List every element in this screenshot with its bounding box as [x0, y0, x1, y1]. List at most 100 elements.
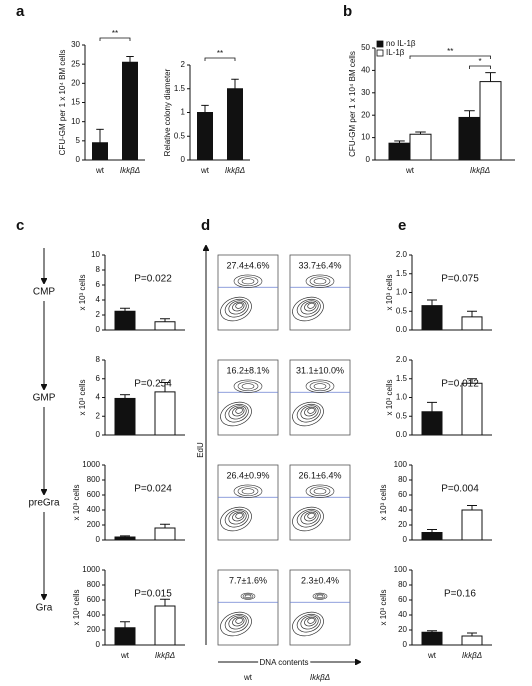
- flow-plot: [217, 359, 279, 436]
- column-label: wt: [243, 673, 253, 682]
- contour: [224, 298, 249, 318]
- y-tick-label: 2: [181, 60, 186, 69]
- contour: [240, 592, 256, 600]
- y-tick-label: 80: [398, 580, 407, 589]
- y-tick-label: 1: [181, 108, 186, 117]
- y-tick-label: 4: [96, 295, 101, 304]
- contour: [220, 401, 252, 427]
- contour: [292, 296, 324, 322]
- significance-bracket: [204, 57, 236, 61]
- p-value: P=0.254: [134, 379, 172, 390]
- bar: [197, 112, 213, 161]
- y-tick-label: 400: [87, 505, 101, 514]
- x-tick-label: wt: [405, 166, 415, 175]
- y-tick-label: 1000: [82, 565, 100, 574]
- y-tick-label: 400: [87, 610, 101, 619]
- contour: [304, 406, 317, 417]
- x-tick-label: wt: [120, 651, 130, 660]
- y-tick-label: 30: [361, 88, 370, 97]
- y-tick-label: 5: [76, 136, 81, 145]
- y-tick-label: 600: [87, 490, 101, 499]
- contour: [296, 508, 321, 528]
- y-tick-label: 600: [87, 595, 101, 604]
- y-tick-label: 0.5: [396, 411, 408, 420]
- bar: [114, 627, 136, 646]
- contour: [313, 383, 327, 390]
- percentage: 26.1±6.4%: [299, 470, 342, 480]
- contour: [237, 276, 259, 287]
- x-tick-label: wt: [200, 166, 210, 175]
- y-tick-label: 20: [398, 520, 407, 529]
- y-tick-label: 0: [181, 155, 186, 164]
- contour: [242, 593, 254, 599]
- flow-plot: [289, 464, 351, 541]
- bar: [461, 316, 483, 331]
- x-tick-label: wt: [95, 166, 105, 175]
- percentage: 7.7±1.6%: [229, 575, 267, 585]
- significance-bracket: [99, 37, 131, 41]
- contour: [228, 615, 247, 630]
- y-tick-label: 10: [91, 250, 100, 259]
- contour: [237, 486, 259, 497]
- y-tick-label: 8: [96, 355, 101, 364]
- y-tick-label: 0.5: [396, 306, 408, 315]
- contour: [296, 403, 321, 423]
- contour: [228, 510, 247, 525]
- panel-label: e: [398, 217, 406, 234]
- y-axis-label: Relative colony diameter: [163, 68, 172, 156]
- y-tick-label: 0: [366, 155, 371, 164]
- significance-label: **: [447, 47, 453, 56]
- contour: [307, 302, 315, 309]
- y-tick-label: 0: [403, 640, 408, 649]
- y-tick-label: 10: [361, 133, 370, 142]
- contour: [313, 278, 327, 285]
- bar: [421, 631, 443, 646]
- percentage: 26.4±0.9%: [227, 470, 270, 480]
- y-tick-label: 0: [403, 535, 408, 544]
- y-tick-label: 0: [76, 155, 81, 164]
- y-tick-label: 0.0: [396, 430, 408, 439]
- contour: [228, 300, 247, 315]
- y-axis-label: CFU-GM per 1 x 10⁴ BM cells: [348, 51, 357, 157]
- contour: [300, 405, 319, 420]
- contour: [305, 484, 335, 498]
- y-axis-label: x 10³ cells: [385, 379, 394, 415]
- bar: [461, 382, 483, 436]
- bar: [154, 605, 176, 646]
- y-tick-label: 60: [398, 490, 407, 499]
- contour: [220, 611, 252, 637]
- y-tick-label: 15: [71, 98, 80, 107]
- bar: [154, 527, 176, 541]
- p-value: P=0.075: [441, 274, 479, 285]
- flow-plot: [217, 464, 279, 541]
- bar: [421, 411, 443, 436]
- bar: [114, 397, 136, 436]
- stage-label: CMP: [33, 287, 56, 298]
- contour: [235, 302, 243, 309]
- contour: [233, 484, 263, 498]
- contour: [232, 301, 245, 312]
- flow-plot: [217, 254, 279, 331]
- panel-label: d: [201, 217, 210, 234]
- y-tick-label: 50: [361, 43, 370, 52]
- contour: [307, 512, 315, 519]
- y-tick-label: 2: [96, 411, 101, 420]
- y-tick-label: 40: [398, 610, 407, 619]
- x-tick-label: IkkβΔ: [470, 166, 490, 175]
- contour: [305, 274, 335, 288]
- contour: [296, 298, 321, 318]
- flow-y-label: EdU: [196, 442, 205, 458]
- contour: [220, 506, 252, 532]
- bar: [461, 509, 483, 541]
- contour: [305, 379, 335, 393]
- significance-label: **: [217, 49, 223, 58]
- y-axis-label: x 10³ cells: [379, 589, 388, 625]
- y-tick-label: 8: [96, 265, 101, 274]
- bar: [154, 321, 176, 331]
- y-tick-label: 0: [96, 325, 101, 334]
- contour: [309, 381, 331, 392]
- contour: [244, 594, 252, 598]
- column-label: IkkβΔ: [310, 673, 330, 682]
- contour: [304, 301, 317, 312]
